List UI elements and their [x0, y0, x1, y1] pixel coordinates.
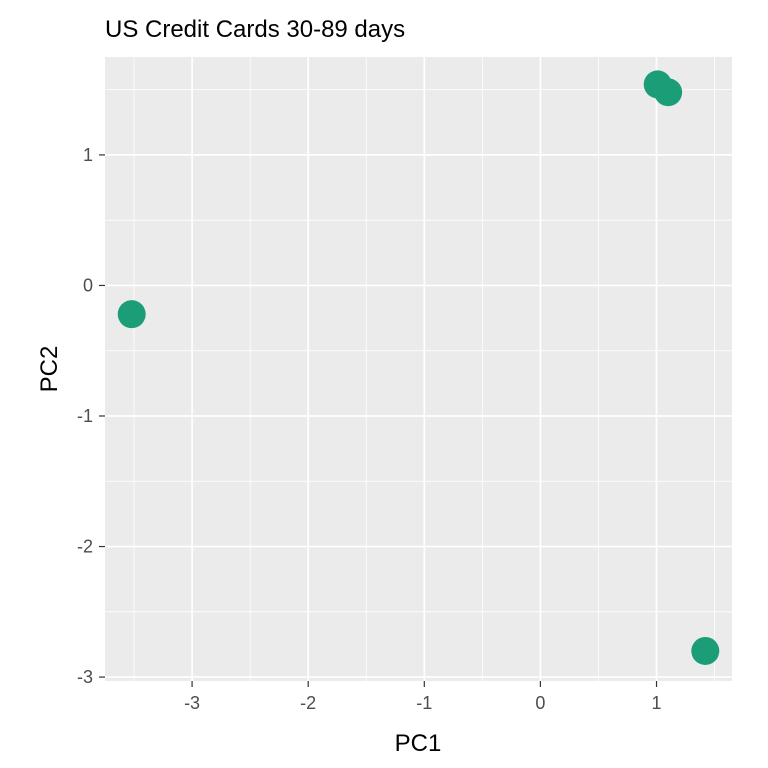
- minor-gridlines: [105, 57, 732, 681]
- y-tick-label: -1: [77, 406, 93, 426]
- x-axis-ticks: -3 -2 -1 0 1: [184, 681, 662, 713]
- major-gridlines: [105, 57, 732, 681]
- y-axis-title: PC2: [36, 346, 63, 393]
- x-tick-label: 0: [535, 693, 545, 713]
- y-tick-label: 0: [83, 275, 93, 295]
- y-tick-label: -2: [77, 537, 93, 557]
- data-point: [117, 300, 146, 329]
- y-tick-label: 1: [83, 145, 93, 165]
- x-tick-label: -1: [416, 693, 432, 713]
- x-tick-label: 1: [652, 693, 662, 713]
- x-tick-label: -2: [300, 693, 316, 713]
- data-point: [691, 636, 720, 665]
- chart-title: US Credit Cards 30-89 days: [105, 16, 405, 43]
- plot-panel: [105, 57, 732, 681]
- x-tick-label: -3: [184, 693, 200, 713]
- x-axis-title: PC1: [395, 730, 442, 757]
- y-tick-label: -3: [77, 667, 93, 687]
- data-points: [117, 70, 720, 665]
- y-axis-ticks: -3 -2 -1 0 1: [77, 145, 105, 687]
- data-point: [654, 78, 683, 107]
